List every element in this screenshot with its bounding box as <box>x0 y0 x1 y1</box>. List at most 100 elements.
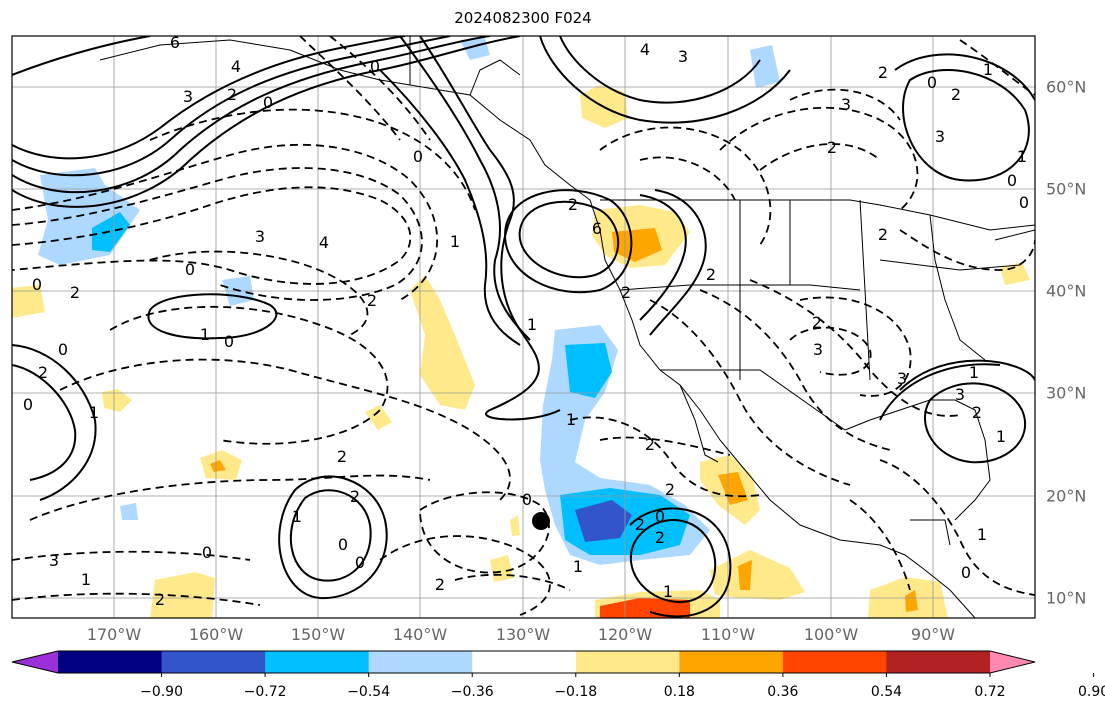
contour-label: 4 <box>231 57 241 76</box>
contour-label: 0 <box>927 73 937 92</box>
contour-label: 0 <box>522 490 532 509</box>
contour-label: 0 <box>355 553 365 572</box>
colorbar-tick-label: 0.54 <box>870 684 903 700</box>
lon-label: 110°W <box>700 625 756 644</box>
colorbar-tick-label: −0.54 <box>347 684 391 700</box>
contour-label: 2 <box>367 291 377 310</box>
lon-label: 120°W <box>597 625 653 644</box>
contour-label: 1 <box>81 570 91 589</box>
contour-label: 4 <box>319 233 329 252</box>
lat-label: 40°N <box>1046 281 1087 301</box>
contour-label: 2 <box>665 480 675 499</box>
contour-label: 1 <box>996 427 1006 446</box>
contour-label: 2 <box>706 265 716 284</box>
contour-labels: 6 4 3 2 0 0 4 3 0 3 2 6 3 4 2 0 2 1 0 0 … <box>23 33 1029 609</box>
contour-label: 1 <box>200 325 210 344</box>
contour-label: 0 <box>370 57 380 76</box>
contour-label: 1 <box>573 557 583 576</box>
contour-label: 0 <box>263 93 273 112</box>
colorbar-segment <box>161 651 266 673</box>
contour-label: 3 <box>955 385 965 404</box>
positive-contours <box>12 36 1035 618</box>
colorbar-tick-label: 0.18 <box>663 684 695 700</box>
colorbar-segment <box>679 651 784 673</box>
colorbar-tick-label: 0.36 <box>767 684 799 700</box>
contour-label: 1 <box>1017 147 1027 166</box>
contour-label: 3 <box>255 227 265 246</box>
contour-label: 2 <box>812 313 822 332</box>
colorbar <box>11 650 1095 677</box>
lat-label: 10°N <box>1046 588 1087 608</box>
colorbar-tick-label: 0.72 <box>974 684 1006 700</box>
colorbar-tick-label: −0.72 <box>243 684 287 700</box>
contour-label: 2 <box>435 575 445 594</box>
contour-label: 1 <box>527 315 537 334</box>
coastlines <box>99 36 1035 618</box>
contour-label: 0 <box>202 543 212 562</box>
contour-label: 3 <box>49 551 59 570</box>
lon-label: 170°W <box>86 625 142 644</box>
contour-label: 2 <box>951 85 961 104</box>
contour-label: 6 <box>170 33 180 52</box>
contour-label: 0 <box>961 563 971 582</box>
contour-label: 3 <box>841 95 851 114</box>
colorbar-segment <box>58 651 163 673</box>
contour-label: 0 <box>1007 171 1017 190</box>
colorbar-tick-label: −0.36 <box>450 684 494 700</box>
colorbar-tick-label: −0.90 <box>140 684 183 700</box>
colorbar-segment <box>782 651 887 673</box>
map-frame <box>11 35 1036 619</box>
colorbar-outline <box>11 650 1036 674</box>
lon-label: 100°W <box>803 625 859 644</box>
contour-label: 3 <box>935 127 945 146</box>
contour-label: 2 <box>878 225 888 244</box>
lon-label: 130°W <box>495 625 551 644</box>
contour-label: 0 <box>413 147 423 166</box>
contour-label: 3 <box>813 340 823 359</box>
colorbar-tick-label: −0.18 <box>554 684 598 700</box>
contour-label: 3 <box>678 47 688 66</box>
lon-label: 90°W <box>910 625 956 644</box>
contour-label: 1 <box>566 410 576 429</box>
contour-label: 2 <box>621 283 631 302</box>
contour-label: 0 <box>655 507 665 526</box>
contour-label: 2 <box>227 85 237 104</box>
contour-label: 0 <box>58 340 68 359</box>
lon-label: 150°W <box>290 625 346 644</box>
map-title: 2024082300 F024 <box>454 9 592 27</box>
contour-label: 2 <box>878 63 888 82</box>
colorbar-segment <box>265 651 370 673</box>
contour-label: 0 <box>32 275 42 294</box>
contour-label: 0 <box>1019 193 1029 212</box>
contour-label: 2 <box>337 447 347 466</box>
contour-label: 0 <box>23 395 33 414</box>
contour-label: 3 <box>897 369 907 388</box>
map-plot-area: 6 4 3 2 0 0 4 3 0 3 2 6 3 4 2 0 2 1 0 0 … <box>12 33 1035 618</box>
contour-label: 6 <box>592 219 602 238</box>
contour-label: 1 <box>983 60 993 79</box>
contour-label: 4 <box>640 40 650 59</box>
lon-label: 140°W <box>392 625 448 644</box>
contour-label: 2 <box>645 435 655 454</box>
lat-label: 60°N <box>1046 77 1087 97</box>
contour-label: 0 <box>185 260 195 279</box>
contour-label: 1 <box>969 363 979 382</box>
contour-label: 2 <box>972 403 982 422</box>
contour-label: 1 <box>292 507 302 526</box>
colorbar-segment <box>575 651 680 673</box>
contour-label: 0 <box>224 332 234 351</box>
contour-label: 1 <box>89 403 99 422</box>
contour-label: 3 <box>183 87 193 106</box>
contour-label: 2 <box>350 487 360 506</box>
contour-label: 2 <box>38 363 48 382</box>
lat-label: 50°N <box>1046 179 1087 199</box>
lat-label: 30°N <box>1046 383 1087 403</box>
lon-label: 160°W <box>188 625 244 644</box>
colorbar-segment <box>368 651 473 673</box>
contour-label: 2 <box>155 590 165 609</box>
contour-label: 1 <box>977 525 987 544</box>
contour-label: 0 <box>338 535 348 554</box>
contour-label: 2 <box>655 528 665 547</box>
colorbar-extend-min <box>12 651 58 673</box>
